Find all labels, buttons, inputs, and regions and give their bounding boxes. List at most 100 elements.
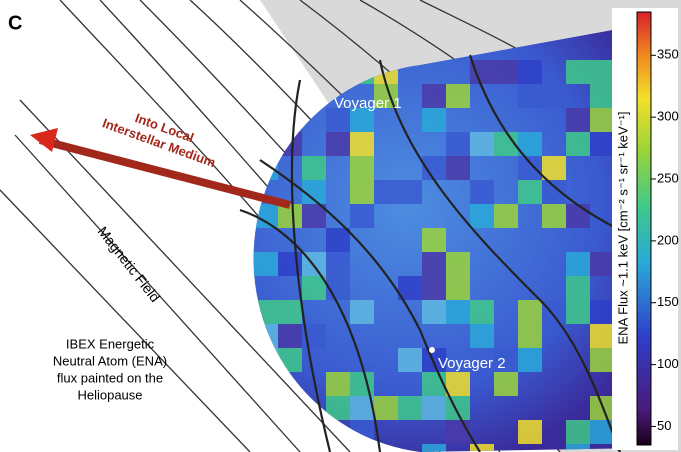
caption-line: Neutral Atom (ENA) (53, 353, 167, 368)
colorbar-tick-label: 50 (657, 418, 671, 433)
flux-patch (350, 156, 374, 180)
flux-patch (302, 204, 326, 228)
flux-patch (566, 132, 590, 156)
flux-patch (590, 252, 614, 276)
caption-line: IBEX Energetic (66, 336, 155, 351)
flux-patch (350, 204, 374, 228)
flux-patch (422, 300, 446, 324)
flux-patch (422, 444, 446, 452)
flux-patch (302, 276, 326, 300)
flux-patch (278, 204, 302, 228)
flux-patch (350, 108, 374, 132)
flux-patch (518, 84, 542, 108)
flux-patch (542, 180, 566, 204)
flux-patch (542, 204, 566, 228)
flux-patch (590, 348, 614, 372)
flux-patch (422, 84, 446, 108)
flux-patch (590, 324, 614, 348)
colorbar-label: ENA Flux ~1.1 keV [cm⁻² s⁻¹ sr⁻¹ keV⁻¹] (615, 112, 630, 345)
flux-patch (590, 60, 614, 84)
flux-patch (470, 132, 494, 156)
flux-patch (350, 180, 374, 204)
colorbar-tick-label: 150 (657, 294, 679, 309)
colorbar-tick-label: 200 (657, 232, 679, 247)
flux-patch (566, 204, 590, 228)
voyager-2-dot (429, 347, 435, 353)
panel-label: C (8, 12, 22, 34)
flux-patch (590, 300, 614, 324)
flux-patch (446, 396, 470, 420)
flux-patch (566, 300, 590, 324)
flux-patch (590, 84, 614, 108)
flux-patch (470, 324, 494, 348)
flux-patch (542, 84, 566, 108)
flux-patch (302, 156, 326, 180)
flux-patch (446, 420, 470, 444)
flux-patch (398, 396, 422, 420)
flux-patch (518, 180, 542, 204)
flux-patch (566, 252, 590, 276)
flux-patch (398, 180, 422, 204)
flux-patch (422, 108, 446, 132)
flux-patch (422, 396, 446, 420)
flux-patch (374, 396, 398, 420)
flux-patch (566, 420, 590, 444)
voyager-1-label: Voyager 1 (334, 95, 402, 112)
flux-patch (446, 84, 470, 108)
draped-field (239, 54, 622, 452)
flux-patch (470, 204, 494, 228)
flux-patch (518, 348, 542, 372)
flux-patch (422, 228, 446, 252)
colorbar (636, 11, 652, 446)
flux-patch (350, 132, 374, 156)
flux-patch (518, 420, 542, 444)
flux-patch (542, 300, 566, 324)
flux-patch (326, 108, 350, 132)
flux-patch (446, 132, 470, 156)
flux-patch (446, 252, 470, 276)
voyager-2-label: Voyager 2 (438, 355, 506, 372)
flux-patch (470, 444, 494, 452)
flux-patch (326, 228, 350, 252)
flux-patch (590, 420, 614, 444)
flux-patch (254, 252, 278, 276)
flux-patch (470, 180, 494, 204)
flux-patch (494, 204, 518, 228)
flux-patch (446, 276, 470, 300)
arrow-head (30, 128, 58, 152)
flux-patch (326, 372, 350, 396)
flux-patch (566, 108, 590, 132)
arrow-shaft (38, 136, 292, 209)
flux-patch (470, 300, 494, 324)
flux-patch (518, 156, 542, 180)
flux-patch (494, 348, 518, 372)
flux-patch (422, 252, 446, 276)
flux-patch (518, 300, 542, 324)
flux-patch (278, 324, 302, 348)
colorbar-tick-label: 350 (657, 47, 679, 62)
flux-patch (518, 60, 542, 84)
flux-patch (590, 132, 614, 156)
voyager-1-dot (315, 101, 321, 107)
flux-patch (422, 372, 446, 396)
flux-patch (326, 132, 350, 156)
flux-patch (326, 252, 350, 276)
flux-patch (590, 108, 614, 132)
flux-patch (350, 300, 374, 324)
flux-patch (446, 156, 470, 180)
flux-patch (494, 372, 518, 396)
flux-patch (422, 276, 446, 300)
flux-patch (278, 300, 302, 324)
flux-patch (566, 60, 590, 84)
flux-patch (566, 276, 590, 300)
flux-patch (446, 372, 470, 396)
flux-patch (566, 444, 590, 452)
colorbar-tick-label: 300 (657, 109, 679, 124)
flux-patch (446, 300, 470, 324)
caption-line: Heliopause (77, 387, 142, 402)
flux-patch (494, 60, 518, 84)
colorbar-tick-label: 250 (657, 170, 679, 185)
flux-patch (518, 324, 542, 348)
flux-patch (542, 156, 566, 180)
caption-line: flux painted on the (57, 370, 163, 385)
